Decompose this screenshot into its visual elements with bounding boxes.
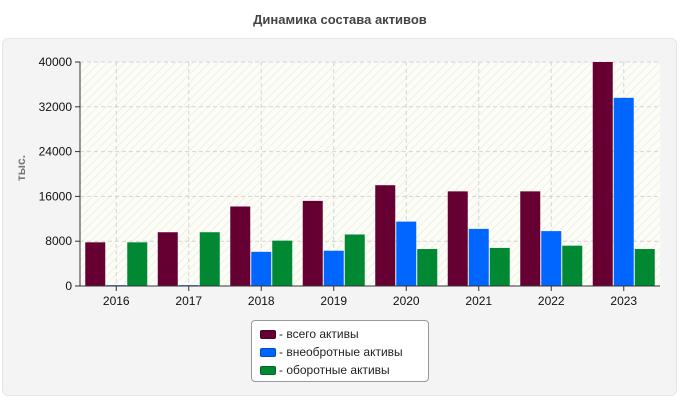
y-tick-label: 32000 (39, 100, 73, 114)
legend-item: - внеобротные активы (260, 343, 428, 361)
legend-item: - оборотные активы (260, 361, 428, 379)
y-axis-label: тыс. (14, 154, 28, 182)
legend: - всего активы - внеобротные активы - обор… (251, 320, 429, 382)
bar-2022-series-2 (541, 231, 562, 286)
legend-swatch (260, 347, 276, 357)
bar-2019-series-2 (323, 250, 344, 286)
x-tick-label: 2022 (538, 294, 565, 308)
bar-2019-series-1 (302, 200, 323, 286)
bar-2023-series-3 (634, 249, 655, 286)
bar-2021-series-3 (489, 247, 510, 286)
y-tick-label: 40000 (39, 55, 73, 69)
bar-2016-series-1 (85, 242, 106, 286)
legend-item: - всего активы (260, 325, 428, 343)
bar-2018-series-2 (251, 251, 272, 286)
bar-2021-series-2 (468, 228, 489, 286)
bar-2020-series-2 (396, 221, 417, 286)
legend-swatch (260, 365, 276, 375)
bar-2017-series-1 (157, 232, 178, 286)
y-tick-label: 16000 (39, 189, 73, 203)
legend-label: - всего активы (279, 327, 359, 341)
legend-label: - внеобротные активы (279, 345, 403, 359)
x-tick-label: 2017 (175, 294, 202, 308)
x-tick-label: 2023 (610, 294, 637, 308)
bar-2018-series-3 (272, 240, 293, 286)
x-tick-label: 2016 (103, 294, 130, 308)
y-tick-label: 0 (65, 279, 72, 293)
y-tick-label: 24000 (39, 145, 73, 159)
chart-title: Динамика состава активов (253, 12, 427, 27)
x-tick-label: 2020 (393, 294, 420, 308)
bar-2020-series-3 (417, 249, 438, 286)
bar-2020-series-1 (375, 185, 396, 286)
bar-2017-series-3 (199, 232, 220, 286)
bar-2022-series-3 (562, 245, 583, 286)
bar-2016-series-3 (127, 242, 148, 286)
bar-2019-series-3 (344, 234, 365, 286)
y-tick-label: 8000 (45, 234, 72, 248)
bar-2023-series-1 (592, 62, 613, 286)
x-tick-label: 2018 (248, 294, 275, 308)
bar-2018-series-1 (230, 206, 251, 286)
x-tick-label: 2021 (465, 294, 492, 308)
bar-2023-series-2 (613, 97, 634, 286)
bar-2021-series-1 (447, 191, 468, 286)
legend-label: - оборотные активы (279, 363, 390, 377)
legend-swatch (260, 329, 276, 339)
bar-2022-series-1 (520, 191, 541, 286)
x-tick-label: 2019 (320, 294, 347, 308)
